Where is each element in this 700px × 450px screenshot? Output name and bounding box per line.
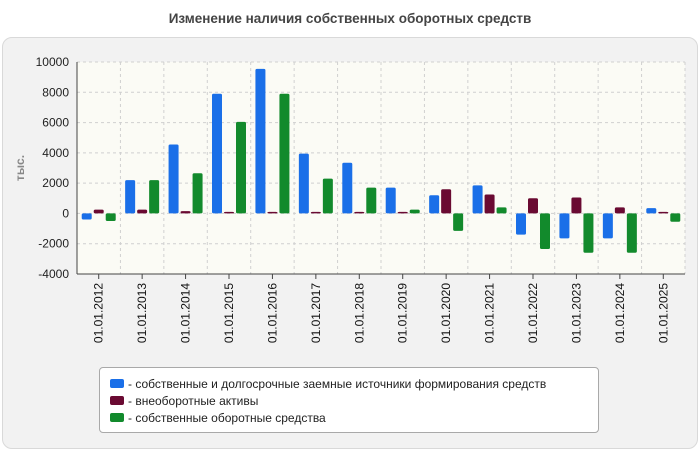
bar-1-01.01.2025 <box>646 208 657 214</box>
legend-label-sources: - собственные и долгосрочные заемные ист… <box>128 376 547 391</box>
x-tick-label: 01.01.2020 <box>439 283 453 343</box>
bar-2-01.01.2020 <box>441 189 452 214</box>
x-tick-label: 01.01.2012 <box>92 283 106 343</box>
bar-1-01.01.2021 <box>472 185 483 214</box>
legend-swatch-noncurrent-assets <box>110 396 124 405</box>
bar-2-01.01.2016 <box>267 211 278 214</box>
bar-1-01.01.2012 <box>81 213 92 220</box>
y-tick-label: 8000 <box>42 85 69 99</box>
bar-1-01.01.2022 <box>516 213 526 235</box>
y-tick-label: 0 <box>62 206 69 220</box>
bar-3-01.01.2014 <box>192 173 203 214</box>
bar-3-01.01.2012 <box>105 213 116 221</box>
bar-2-01.01.2019 <box>397 211 408 214</box>
chart-title: Изменение наличия собственных оборотных … <box>168 11 532 26</box>
legend-item-working-capital: - собственные оборотные средства <box>110 409 598 426</box>
bar-2-01.01.2018 <box>354 211 365 214</box>
bar-2-01.01.2022 <box>528 198 538 214</box>
bar-3-01.01.2017 <box>322 178 333 214</box>
legend-swatch-working-capital <box>110 413 124 422</box>
x-tick-label: 01.01.2013 <box>135 283 149 343</box>
x-tick-label: 01.01.2014 <box>179 283 193 343</box>
x-tick-label: 01.01.2015 <box>222 283 236 343</box>
bar-1-01.01.2017 <box>298 153 309 214</box>
bar-3-01.01.2019 <box>409 209 420 214</box>
x-tick-label: 01.01.2018 <box>352 283 366 343</box>
bar-2-01.01.2017 <box>310 211 321 214</box>
bar-3-01.01.2020 <box>453 213 464 231</box>
legend-label-working-capital: - собственные оборотные средства <box>128 410 326 425</box>
bar-2-01.01.2021 <box>484 194 495 214</box>
bar-3-01.01.2018 <box>366 187 377 214</box>
bar-1-01.01.2016 <box>255 68 266 214</box>
bar-3-01.01.2016 <box>279 93 290 214</box>
y-axis-label: тыс. <box>13 155 27 181</box>
bar-3-01.01.2021 <box>496 207 507 214</box>
bar-2-01.01.2014 <box>180 211 191 214</box>
x-tick-label: 01.01.2019 <box>396 283 410 343</box>
bar-3-01.01.2022 <box>540 213 550 250</box>
bar-1-01.01.2024 <box>602 213 613 239</box>
legend-item-noncurrent-assets: - внеоборотные активы <box>110 392 598 409</box>
bar-1-01.01.2014 <box>168 144 179 214</box>
legend-label-noncurrent-assets: - внеоборотные активы <box>128 393 259 408</box>
y-tick-label: -2000 <box>38 237 69 251</box>
bar-2-01.01.2012 <box>93 209 104 214</box>
x-tick-label: 01.01.2017 <box>309 283 323 343</box>
y-tick-label: 2000 <box>42 176 69 190</box>
bar-2-01.01.2013 <box>137 209 148 214</box>
bar-1-01.01.2013 <box>125 180 136 214</box>
bar-3-01.01.2015 <box>236 121 246 214</box>
bar-1-01.01.2020 <box>429 195 440 214</box>
bar-2-01.01.2024 <box>614 207 625 214</box>
legend-item-sources: - собственные и долгосрочные заемные ист… <box>110 375 598 392</box>
bar-2-01.01.2025 <box>658 211 669 214</box>
bar-3-01.01.2023 <box>583 213 594 253</box>
x-tick-label: 01.01.2025 <box>656 283 670 343</box>
bar-1-01.01.2019 <box>385 187 396 214</box>
bar-3-01.01.2013 <box>149 180 160 214</box>
bar-2-01.01.2015 <box>224 211 234 214</box>
bar-3-01.01.2024 <box>626 213 637 253</box>
x-tick-label: 01.01.2024 <box>613 283 627 343</box>
y-tick-label: 4000 <box>42 146 69 160</box>
bar-3-01.01.2025 <box>670 213 681 222</box>
x-tick-label: 01.01.2022 <box>526 283 540 343</box>
y-tick-label: -4000 <box>38 267 69 281</box>
y-tick-label: 10000 <box>36 55 70 69</box>
bar-1-01.01.2018 <box>342 162 353 214</box>
bar-2-01.01.2023 <box>571 197 582 214</box>
x-tick-label: 01.01.2023 <box>569 283 583 343</box>
bar-1-01.01.2023 <box>559 213 570 239</box>
legend-swatch-sources <box>110 379 124 388</box>
y-tick-label: 6000 <box>42 116 69 130</box>
chart-legend: - собственные и долгосрочные заемные ист… <box>99 367 599 433</box>
x-tick-label: 01.01.2016 <box>265 283 279 343</box>
x-tick-label: 01.01.2021 <box>483 283 497 343</box>
bar-1-01.01.2015 <box>212 93 222 214</box>
